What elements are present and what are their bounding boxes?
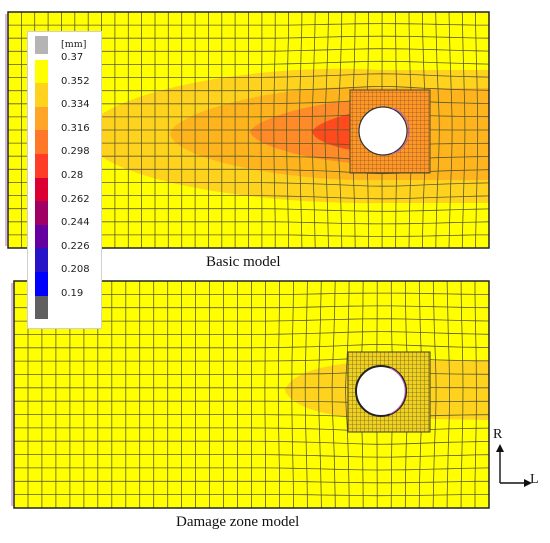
legend-level-label: 0.316 xyxy=(61,122,90,134)
caption-basic-model: Basic model xyxy=(206,254,281,270)
legend-level-label: 0.19 xyxy=(61,288,84,299)
mesh-line xyxy=(14,331,489,335)
mesh-line xyxy=(14,494,489,497)
mesh-line xyxy=(14,440,489,445)
legend-swatch xyxy=(35,295,48,320)
legend-level-label: 0.208 xyxy=(61,264,90,276)
mesh-line xyxy=(291,281,294,508)
legend-level-label: 0.37 xyxy=(61,52,84,63)
mesh-line xyxy=(8,23,489,26)
plate-basic-border xyxy=(7,11,490,249)
hole-basic xyxy=(358,106,408,156)
legend-swatch xyxy=(35,59,48,84)
coordinate-axes-icon xyxy=(496,444,532,487)
hole-basic-deformed-outline xyxy=(391,107,410,155)
legend-level-label: 0.334 xyxy=(61,99,90,111)
legend-swatch xyxy=(35,201,48,225)
legend-level-label: 0.244 xyxy=(61,217,90,229)
legend-swatch xyxy=(35,224,48,249)
caption-damage-zone-model: Damage zone model xyxy=(176,514,300,530)
mesh-line xyxy=(460,281,464,508)
mesh-line xyxy=(474,281,477,508)
axis-label-r: R xyxy=(493,427,503,442)
plate-damage-border xyxy=(13,280,490,509)
legend-swatch xyxy=(35,130,48,154)
legend-level-label: 0.226 xyxy=(61,240,90,252)
legend-swatch xyxy=(35,272,48,296)
legend-level-label: 0.298 xyxy=(61,146,90,158)
legend-swatch xyxy=(35,248,48,272)
mesh-line xyxy=(14,480,489,484)
hole-damage xyxy=(355,365,407,417)
mesh-line xyxy=(304,281,308,508)
mesh-line xyxy=(14,343,489,349)
axis-label-l: L xyxy=(530,472,539,487)
legend-unit-label: [mm] xyxy=(61,39,87,50)
legend-swatch xyxy=(35,154,48,178)
mesh-line xyxy=(318,281,322,508)
legend-swatch xyxy=(35,106,48,131)
mesh-line xyxy=(14,454,489,458)
mesh-line xyxy=(331,281,336,508)
mesh-grid-damage xyxy=(14,281,489,508)
legend-level-label: 0.28 xyxy=(61,170,84,181)
mesh-line xyxy=(432,281,437,508)
legend-swatch xyxy=(35,83,48,107)
hole-damage-deformed-outline xyxy=(389,367,406,415)
basic-model-plate xyxy=(8,12,489,248)
color-legend: [mm] 0.37 0.352 0.334 0.316 0.298 0.28 0.262 0.… xyxy=(27,31,102,329)
mesh-line xyxy=(277,281,280,508)
legend-level-label: 0.262 xyxy=(61,193,90,205)
mesh-line xyxy=(14,467,489,471)
mesh-line xyxy=(446,281,450,508)
legend-swatch xyxy=(35,36,48,54)
legend-swatch xyxy=(35,177,48,202)
legend-level-label: 0.352 xyxy=(61,75,90,87)
mesh-line xyxy=(264,281,266,508)
